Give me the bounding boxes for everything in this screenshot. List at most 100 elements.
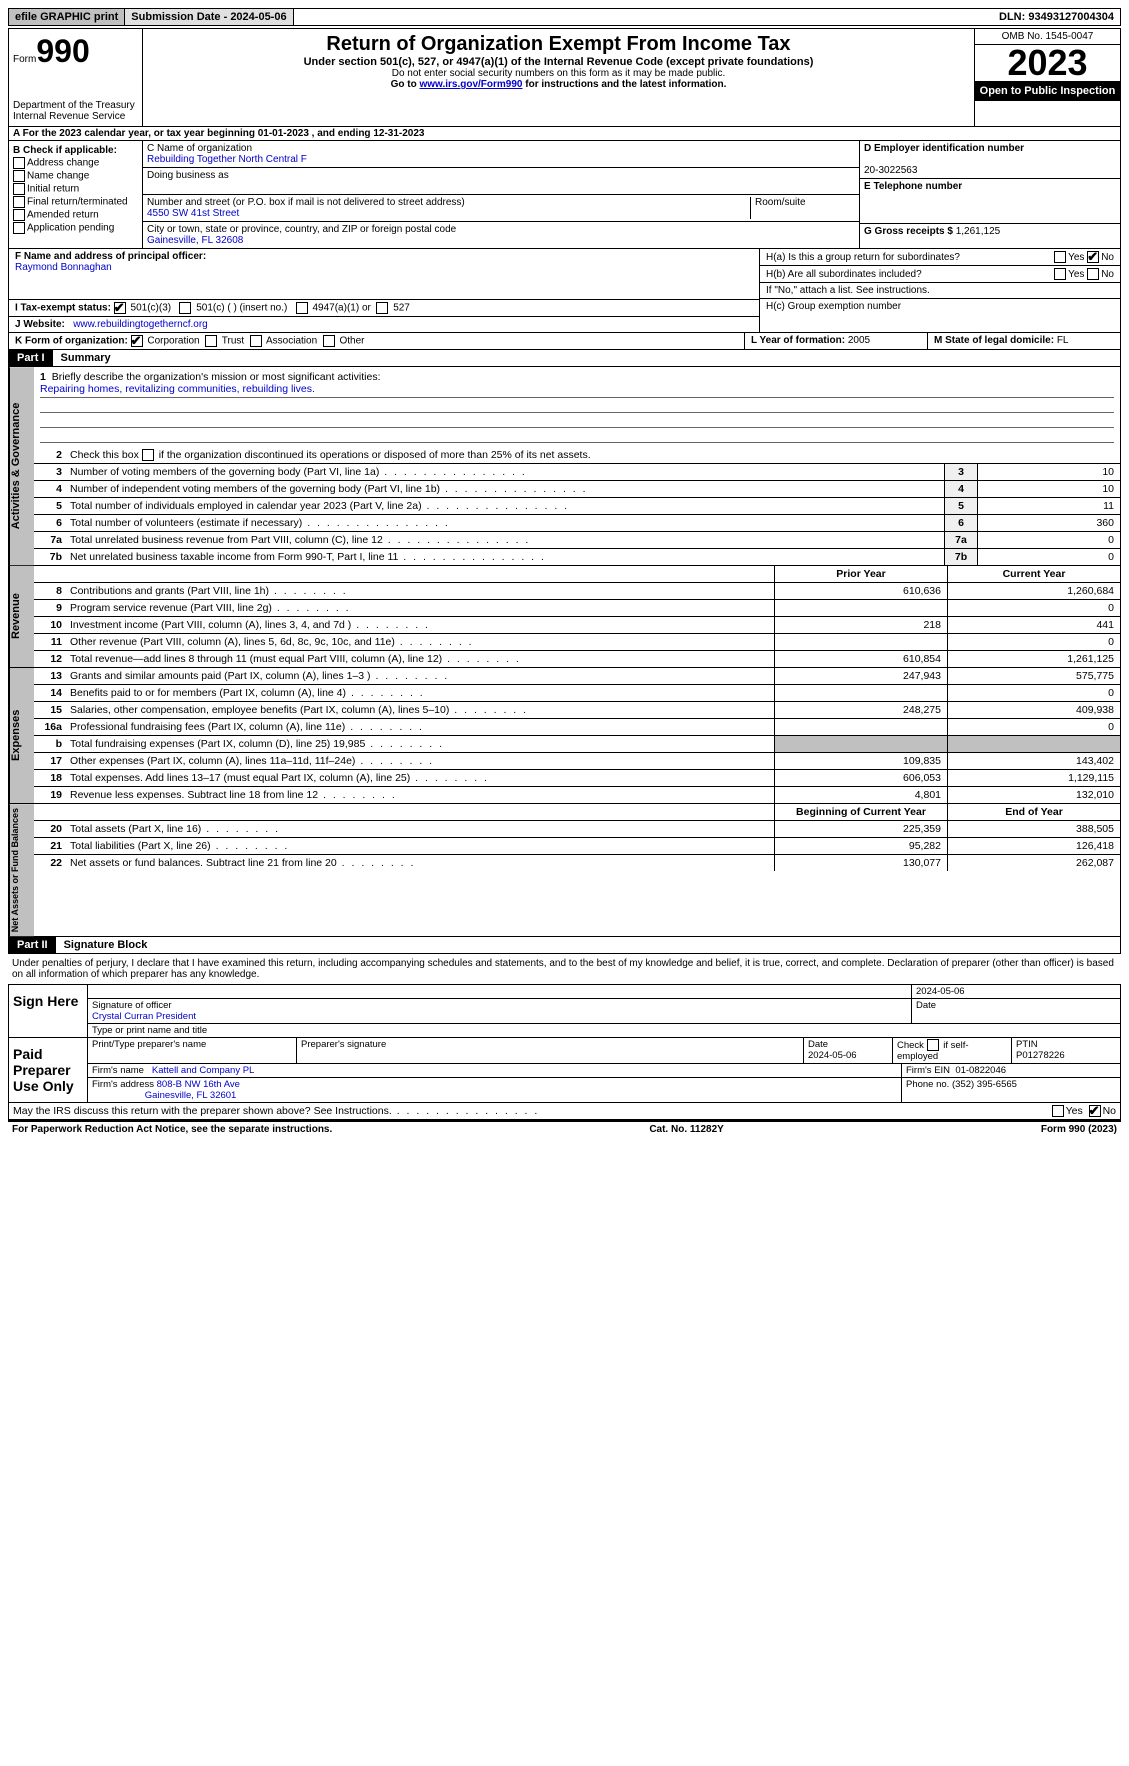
sign-here-label: Sign Here [9, 985, 88, 1037]
lbl-trust: Trust [222, 336, 244, 347]
year-formation: 2005 [848, 335, 870, 346]
prep-sig-label: Preparer's signature [297, 1038, 804, 1063]
gov-row: 3Number of voting members of the governi… [34, 464, 1120, 481]
submission-date: Submission Date - 2024-05-06 [125, 9, 293, 25]
side-expenses: Expenses [9, 668, 34, 803]
irs-link[interactable]: www.irs.gov/Form990 [419, 79, 522, 90]
org-info-block: B Check if applicable: Address change Na… [8, 141, 1121, 249]
summary-row: bTotal fundraising expenses (Part IX, co… [34, 736, 1120, 753]
cb-hb-yes[interactable] [1054, 268, 1066, 280]
ptin-value: P01278226 [1016, 1050, 1065, 1061]
dln: DLN: 93493127004304 [993, 9, 1120, 25]
gov-row: 7bNet unrelated business taxable income … [34, 549, 1120, 565]
cb-4947[interactable] [296, 302, 308, 314]
officer-label: F Name and address of principal officer: [15, 251, 206, 262]
gross-label: G Gross receipts $ [864, 226, 956, 237]
cb-final-return[interactable] [13, 196, 25, 208]
footer-left: For Paperwork Reduction Act Notice, see … [12, 1124, 332, 1135]
sig-officer-label: Signature of officer [92, 1000, 172, 1011]
side-revenue: Revenue [9, 566, 34, 667]
prep-name-label: Print/Type preparer's name [88, 1038, 297, 1063]
summary-row: 22Net assets or fund balances. Subtract … [34, 855, 1120, 871]
self-emp-label: Check if self-employed [897, 1040, 969, 1062]
klm-block: K Form of organization: Corporation Trus… [8, 333, 1121, 350]
dba-label: Doing business as [147, 170, 229, 181]
cb-initial-return[interactable] [13, 183, 25, 195]
top-bar: efile GRAPHIC print Submission Date - 20… [8, 8, 1121, 26]
ha-yes: Yes [1068, 252, 1084, 263]
discuss-no: No [1103, 1105, 1116, 1117]
cb-amended[interactable] [13, 209, 25, 221]
cb-self-emp[interactable] [927, 1039, 939, 1051]
website-value: www.rebuildingtogetherncf.org [73, 319, 208, 330]
cb-527[interactable] [376, 302, 388, 314]
footer-mid: Cat. No. 11282Y [649, 1124, 723, 1135]
lbl-501c: 501(c) ( ) (insert no.) [196, 303, 287, 314]
website-label: J Website: [15, 319, 65, 330]
form-header: Form990 Department of the Treasury Inter… [8, 28, 1121, 127]
section-a: A For the 2023 calendar year, or tax yea… [8, 127, 1121, 141]
goto-post: for instructions and the latest informat… [522, 79, 726, 90]
gov-row: 4Number of independent voting members of… [34, 481, 1120, 498]
cb-corp[interactable] [131, 335, 143, 347]
summary-row: 15Salaries, other compensation, employee… [34, 702, 1120, 719]
org-name-label: C Name of organization [147, 143, 252, 154]
form-prefix: Form [13, 54, 36, 65]
hdr-beginning: Beginning of Current Year [774, 804, 947, 820]
cb-discuss-no[interactable] [1089, 1105, 1101, 1117]
form-subtitle: Under section 501(c), 527, or 4947(a)(1)… [147, 56, 970, 68]
firm-ein: 01-0822046 [955, 1065, 1006, 1076]
phone-label: Phone no. [906, 1079, 949, 1090]
sig-date-label: Date [912, 999, 1120, 1023]
summary-row: 16aProfessional fundraising fees (Part I… [34, 719, 1120, 736]
org-address: 4550 SW 41st Street [147, 208, 239, 219]
cb-501c[interactable] [179, 302, 191, 314]
cb-app-pending[interactable] [13, 222, 25, 234]
hdr-end: End of Year [947, 804, 1120, 820]
cb-501c3[interactable] [114, 302, 126, 314]
part1-bar: Part I Summary [8, 350, 1121, 367]
phone-value: (352) 395-6565 [952, 1079, 1017, 1090]
hb-yes: Yes [1068, 269, 1084, 280]
ein-label: D Employer identification number [864, 143, 1024, 154]
hc-label: H(c) Group exemption number [760, 299, 1120, 314]
summary-row: 9Program service revenue (Part VIII, lin… [34, 600, 1120, 617]
part1-header: Part I [9, 350, 53, 366]
cb-discontinued[interactable] [142, 449, 154, 461]
part1-title: Summary [53, 350, 119, 366]
goto-pre: Go to [391, 79, 420, 90]
cb-assoc[interactable] [250, 335, 262, 347]
summary-row: 20Total assets (Part X, line 16)225,3593… [34, 821, 1120, 838]
lbl-app-pending: Application pending [27, 223, 114, 234]
summary-row: 8Contributions and grants (Part VIII, li… [34, 583, 1120, 600]
sig-date-val: 2024-05-06 [916, 986, 965, 997]
org-name: Rebuilding Together North Central F [147, 154, 307, 165]
cb-hb-no[interactable] [1087, 268, 1099, 280]
cb-name-change[interactable] [13, 170, 25, 182]
lbl-initial-return: Initial return [27, 184, 79, 195]
form-num: 990 [36, 33, 89, 69]
cb-discuss-yes[interactable] [1052, 1105, 1064, 1117]
cb-address-change[interactable] [13, 157, 25, 169]
discuss-yes: Yes [1066, 1105, 1083, 1117]
box-c: C Name of organization Rebuilding Togeth… [143, 141, 859, 248]
box-d: D Employer identification number 20-3022… [859, 141, 1120, 248]
cb-other[interactable] [323, 335, 335, 347]
lbl-corp: Corporation [147, 336, 199, 347]
cb-ha-no[interactable] [1087, 251, 1099, 263]
paid-preparer-block: Paid Preparer Use Only Print/Type prepar… [8, 1038, 1121, 1103]
type-name-label: Type or print name and title [88, 1024, 1120, 1037]
summary-row: 14Benefits paid to or for members (Part … [34, 685, 1120, 702]
efile-label: efile GRAPHIC print [9, 9, 125, 25]
hb-label: H(b) Are all subordinates included? [766, 269, 1054, 280]
q1-text: Briefly describe the organization's miss… [52, 371, 381, 383]
cb-trust[interactable] [205, 335, 217, 347]
firm-name-label: Firm's name [92, 1065, 144, 1076]
cb-ha-yes[interactable] [1054, 251, 1066, 263]
gov-section: Activities & Governance 1 Briefly descri… [8, 367, 1121, 566]
side-governance: Activities & Governance [9, 367, 34, 565]
lbl-amended: Amended return [27, 210, 99, 221]
firm-addr-label: Firm's address [92, 1079, 154, 1090]
tel-label: E Telephone number [864, 181, 962, 192]
perjury-declaration: Under penalties of perjury, I declare th… [8, 954, 1121, 984]
